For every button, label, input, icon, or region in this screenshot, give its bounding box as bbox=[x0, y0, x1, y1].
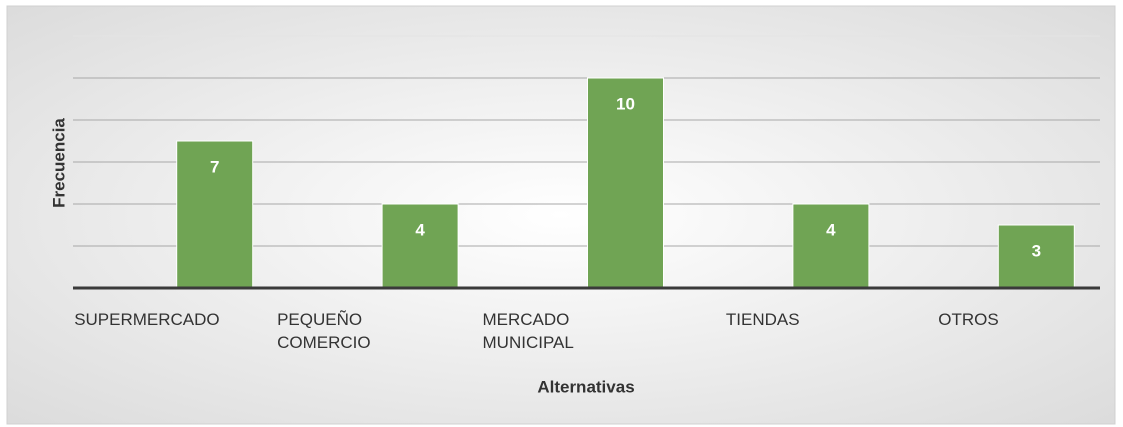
x-tick-label: PEQUEÑO COMERCIO bbox=[277, 310, 371, 352]
bar bbox=[792, 203, 870, 289]
x-tick-label: MERCADO MUNICIPAL bbox=[482, 310, 574, 352]
data-label: 4 bbox=[415, 220, 425, 239]
x-axis-title: Alternativas bbox=[537, 377, 634, 396]
bar bbox=[587, 77, 664, 289]
x-tick-label: SUPERMERCADO bbox=[74, 310, 220, 329]
bar bbox=[997, 224, 1075, 289]
data-label: 3 bbox=[1032, 241, 1041, 260]
data-label: 10 bbox=[616, 94, 635, 113]
chart-background bbox=[6, 5, 1116, 425]
bar bbox=[381, 203, 459, 289]
x-tick-label: OTROS bbox=[938, 310, 999, 329]
x-tick-label: TIENDAS bbox=[725, 310, 800, 329]
data-label: 7 bbox=[210, 157, 219, 176]
y-axis-title: Frecuencia bbox=[49, 118, 68, 208]
data-label: 4 bbox=[826, 220, 836, 239]
